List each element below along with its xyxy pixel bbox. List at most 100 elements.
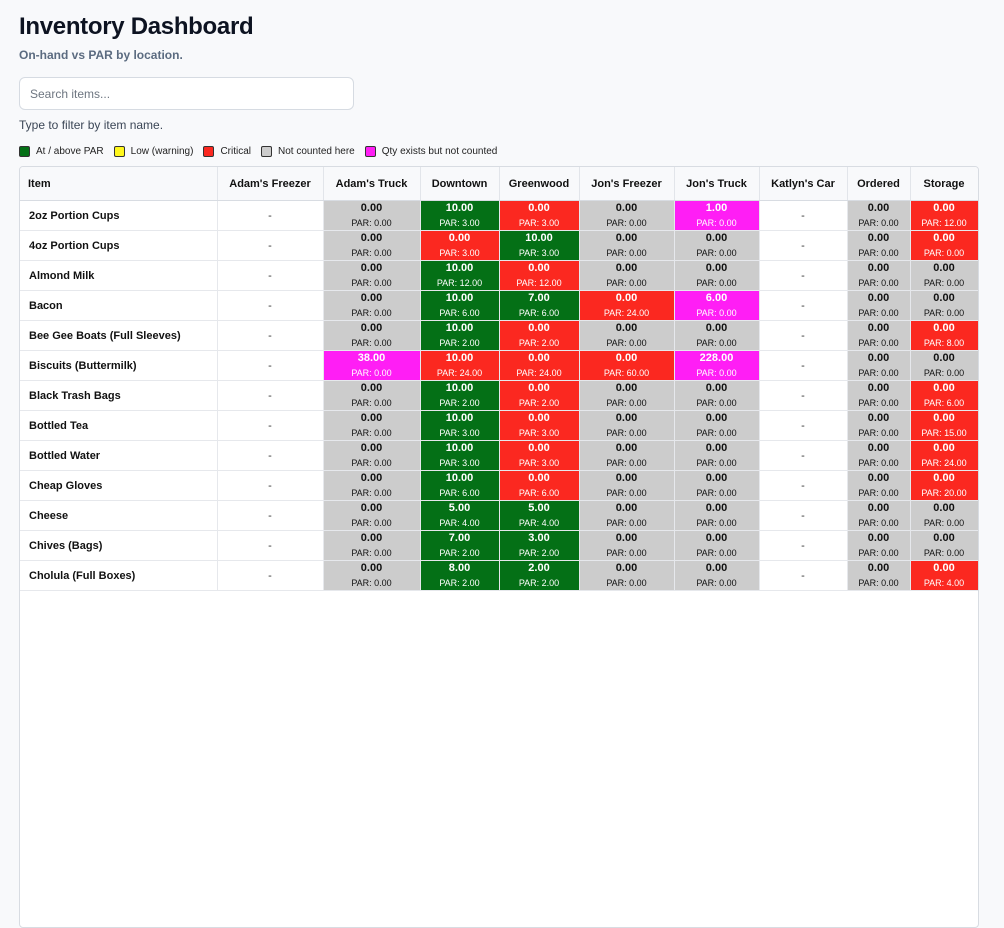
stock-cell-green[interactable]: 8.00 PAR: 2.00 [420,560,500,591]
stock-cell-gray[interactable]: 0.00 PAR: 0.00 [910,500,978,531]
stock-cell-green[interactable]: 10.00 PAR: 6.00 [420,290,500,321]
stock-cell-green[interactable]: 10.00 PAR: 3.00 [420,410,500,441]
stock-cell-gray[interactable]: 0.00 PAR: 0.00 [579,230,675,261]
stock-cell-gray[interactable]: 0.00 PAR: 0.00 [847,260,911,291]
stock-cell-red[interactable]: 0.00 PAR: 6.00 [499,470,580,501]
stock-cell-red[interactable]: 0.00 PAR: 20.00 [910,470,978,501]
stock-cell-green[interactable]: 5.00 PAR: 4.00 [499,500,580,531]
stock-cell-gray[interactable]: 0.00 PAR: 0.00 [323,200,421,231]
stock-cell-magenta[interactable]: 38.00 PAR: 0.00 [323,350,421,381]
stock-cell-magenta[interactable]: 228.00 PAR: 0.00 [674,350,760,381]
column-header-greenwood[interactable]: Greenwood [499,167,580,201]
stock-cell-red[interactable]: 0.00 PAR: 24.00 [499,350,580,381]
stock-cell-gray[interactable]: 0.00 PAR: 0.00 [674,470,760,501]
stock-cell-gray[interactable]: 0.00 PAR: 0.00 [323,410,421,441]
stock-cell-gray[interactable]: 0.00 PAR: 0.00 [847,440,911,471]
stock-cell-red[interactable]: 0.00 PAR: 6.00 [910,380,978,411]
stock-cell-red[interactable]: 0.00 PAR: 60.00 [579,350,675,381]
stock-cell-gray[interactable]: 0.00 PAR: 0.00 [674,440,760,471]
column-header-adam-s-freezer[interactable]: Adam's Freezer [217,167,324,201]
stock-cell-red[interactable]: 0.00 PAR: 24.00 [910,440,978,471]
stock-cell-gray[interactable]: 0.00 PAR: 0.00 [323,380,421,411]
stock-cell-gray[interactable]: 0.00 PAR: 0.00 [579,410,675,441]
stock-cell-green[interactable]: 10.00 PAR: 3.00 [420,200,500,231]
stock-cell-gray[interactable]: 0.00 PAR: 0.00 [847,290,911,321]
stock-cell-red[interactable]: 0.00 PAR: 15.00 [910,410,978,441]
stock-cell-gray[interactable]: 0.00 PAR: 0.00 [674,560,760,591]
column-header-katlyn-s-car[interactable]: Katlyn's Car [759,167,848,201]
stock-cell-gray[interactable]: 0.00 PAR: 0.00 [323,290,421,321]
stock-cell-gray[interactable]: 0.00 PAR: 0.00 [847,410,911,441]
stock-cell-gray[interactable]: 0.00 PAR: 0.00 [847,200,911,231]
stock-cell-gray[interactable]: 0.00 PAR: 0.00 [847,380,911,411]
stock-cell-gray[interactable]: 0.00 PAR: 0.00 [674,410,760,441]
stock-cell-green[interactable]: 10.00 PAR: 6.00 [420,470,500,501]
stock-cell-gray[interactable]: 0.00 PAR: 0.00 [910,350,978,381]
stock-cell-gray[interactable]: 0.00 PAR: 0.00 [847,560,911,591]
stock-cell-gray[interactable]: 0.00 PAR: 0.00 [674,500,760,531]
stock-cell-red[interactable]: 0.00 PAR: 3.00 [499,410,580,441]
stock-cell-magenta[interactable]: 1.00 PAR: 0.00 [674,200,760,231]
stock-cell-green[interactable]: 2.00 PAR: 2.00 [499,560,580,591]
stock-cell-magenta[interactable]: 6.00 PAR: 0.00 [674,290,760,321]
stock-cell-gray[interactable]: 0.00 PAR: 0.00 [674,320,760,351]
column-header-jon-s-freezer[interactable]: Jon's Freezer [579,167,675,201]
column-header-downtown[interactable]: Downtown [420,167,500,201]
stock-cell-gray[interactable]: 0.00 PAR: 0.00 [910,290,978,321]
stock-cell-red[interactable]: 10.00 PAR: 24.00 [420,350,500,381]
stock-cell-gray[interactable]: 0.00 PAR: 0.00 [579,470,675,501]
stock-cell-gray[interactable]: 0.00 PAR: 0.00 [847,470,911,501]
stock-cell-gray[interactable]: 0.00 PAR: 0.00 [847,350,911,381]
stock-cell-red[interactable]: 0.00 PAR: 2.00 [499,380,580,411]
stock-cell-gray[interactable]: 0.00 PAR: 0.00 [674,260,760,291]
stock-cell-gray[interactable]: 0.00 PAR: 0.00 [323,440,421,471]
stock-cell-green[interactable]: 10.00 PAR: 3.00 [499,230,580,261]
stock-cell-gray[interactable]: 0.00 PAR: 0.00 [579,200,675,231]
stock-cell-gray[interactable]: 0.00 PAR: 0.00 [910,260,978,291]
stock-cell-green[interactable]: 10.00 PAR: 2.00 [420,320,500,351]
stock-cell-gray[interactable]: 0.00 PAR: 0.00 [579,500,675,531]
stock-cell-red[interactable]: 0.00 PAR: 12.00 [910,200,978,231]
stock-cell-gray[interactable]: 0.00 PAR: 0.00 [579,560,675,591]
stock-cell-red[interactable]: 0.00 PAR: 0.00 [910,230,978,261]
stock-cell-gray[interactable]: 0.00 PAR: 0.00 [847,500,911,531]
stock-cell-gray[interactable]: 0.00 PAR: 0.00 [323,530,421,561]
stock-cell-gray[interactable]: 0.00 PAR: 0.00 [674,380,760,411]
column-header-adam-s-truck[interactable]: Adam's Truck [323,167,421,201]
stock-cell-green[interactable]: 7.00 PAR: 6.00 [499,290,580,321]
stock-cell-gray[interactable]: 0.00 PAR: 0.00 [323,560,421,591]
stock-cell-gray[interactable]: 0.00 PAR: 0.00 [579,440,675,471]
stock-cell-red[interactable]: 0.00 PAR: 4.00 [910,560,978,591]
stock-cell-gray[interactable]: 0.00 PAR: 0.00 [323,500,421,531]
stock-cell-red[interactable]: 0.00 PAR: 2.00 [499,320,580,351]
stock-cell-gray[interactable]: 0.00 PAR: 0.00 [674,230,760,261]
stock-cell-gray[interactable]: 0.00 PAR: 0.00 [323,230,421,261]
stock-cell-gray[interactable]: 0.00 PAR: 0.00 [910,530,978,561]
stock-cell-gray[interactable]: 0.00 PAR: 0.00 [674,530,760,561]
column-header-ordered[interactable]: Ordered [847,167,911,201]
stock-cell-gray[interactable]: 0.00 PAR: 0.00 [579,260,675,291]
stock-cell-red[interactable]: 0.00 PAR: 3.00 [420,230,500,261]
stock-cell-green[interactable]: 3.00 PAR: 2.00 [499,530,580,561]
stock-cell-red[interactable]: 0.00 PAR: 12.00 [499,260,580,291]
stock-cell-gray[interactable]: 0.00 PAR: 0.00 [323,320,421,351]
stock-cell-green[interactable]: 5.00 PAR: 4.00 [420,500,500,531]
stock-cell-green[interactable]: 10.00 PAR: 3.00 [420,440,500,471]
stock-cell-gray[interactable]: 0.00 PAR: 0.00 [847,530,911,561]
stock-cell-red[interactable]: 0.00 PAR: 8.00 [910,320,978,351]
stock-cell-gray[interactable]: 0.00 PAR: 0.00 [579,320,675,351]
stock-cell-green[interactable]: 10.00 PAR: 2.00 [420,380,500,411]
column-header-storage[interactable]: Storage [910,167,978,201]
stock-cell-green[interactable]: 10.00 PAR: 12.00 [420,260,500,291]
stock-cell-red[interactable]: 0.00 PAR: 24.00 [579,290,675,321]
stock-cell-green[interactable]: 7.00 PAR: 2.00 [420,530,500,561]
stock-cell-red[interactable]: 0.00 PAR: 3.00 [499,200,580,231]
stock-cell-gray[interactable]: 0.00 PAR: 0.00 [323,470,421,501]
stock-cell-gray[interactable]: 0.00 PAR: 0.00 [579,530,675,561]
stock-cell-gray[interactable]: 0.00 PAR: 0.00 [579,380,675,411]
stock-cell-gray[interactable]: 0.00 PAR: 0.00 [847,230,911,261]
stock-cell-gray[interactable]: 0.00 PAR: 0.00 [323,260,421,291]
stock-cell-gray[interactable]: 0.00 PAR: 0.00 [847,320,911,351]
stock-cell-red[interactable]: 0.00 PAR: 3.00 [499,440,580,471]
column-header-item[interactable]: Item [20,167,218,201]
